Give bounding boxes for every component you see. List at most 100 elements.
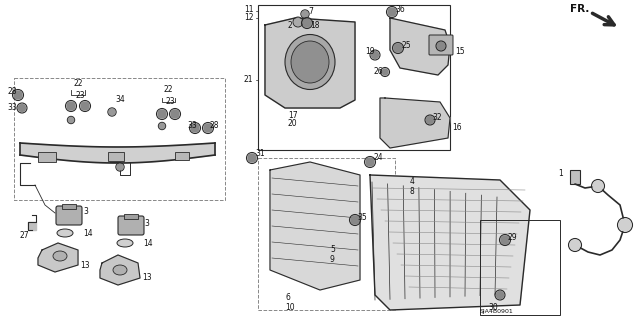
Text: 14: 14: [83, 228, 93, 238]
Bar: [62, 204, 76, 209]
Polygon shape: [38, 243, 78, 272]
Ellipse shape: [291, 41, 329, 83]
Text: 2: 2: [288, 20, 292, 29]
Text: 10: 10: [285, 302, 294, 311]
Polygon shape: [270, 162, 360, 290]
Circle shape: [366, 158, 374, 166]
Text: 33: 33: [187, 121, 196, 130]
Circle shape: [619, 219, 631, 231]
Ellipse shape: [57, 229, 73, 237]
Text: 11: 11: [244, 5, 253, 14]
Circle shape: [303, 19, 311, 27]
Circle shape: [117, 164, 123, 170]
Circle shape: [351, 216, 359, 224]
Circle shape: [438, 42, 445, 49]
Polygon shape: [20, 143, 215, 163]
Polygon shape: [380, 98, 450, 148]
Bar: [480, 220, 560, 315]
Text: 22: 22: [73, 78, 83, 87]
Text: 21: 21: [244, 76, 253, 85]
Text: 28: 28: [210, 121, 220, 130]
Circle shape: [81, 102, 89, 110]
Circle shape: [204, 124, 212, 132]
Text: 33: 33: [7, 103, 17, 113]
Text: 24: 24: [373, 152, 383, 161]
Text: 4: 4: [410, 177, 415, 187]
Circle shape: [302, 11, 308, 17]
Circle shape: [426, 116, 433, 123]
Polygon shape: [265, 18, 355, 108]
Text: 14: 14: [143, 239, 152, 248]
Polygon shape: [28, 222, 36, 230]
FancyBboxPatch shape: [118, 216, 144, 235]
Text: FR.: FR.: [570, 4, 589, 14]
Circle shape: [294, 19, 301, 26]
Bar: [570, 170, 580, 184]
Text: 16: 16: [452, 123, 461, 132]
Text: 26: 26: [374, 68, 383, 77]
Text: 18: 18: [310, 20, 319, 29]
Circle shape: [109, 109, 115, 115]
Text: 35: 35: [357, 213, 367, 222]
Text: 34: 34: [115, 95, 125, 105]
Circle shape: [191, 124, 199, 132]
Text: 3: 3: [83, 207, 88, 217]
Circle shape: [382, 69, 388, 75]
Ellipse shape: [285, 34, 335, 90]
Text: 15: 15: [455, 48, 465, 56]
Circle shape: [394, 44, 402, 52]
Bar: [38, 152, 56, 162]
Bar: [14, 78, 225, 200]
Text: SJA4B0901: SJA4B0901: [480, 309, 514, 315]
FancyBboxPatch shape: [429, 35, 453, 55]
Text: 19: 19: [365, 48, 374, 56]
Text: 3: 3: [144, 219, 149, 227]
Bar: [175, 152, 189, 160]
Circle shape: [171, 110, 179, 118]
Bar: [258, 5, 450, 150]
Polygon shape: [390, 18, 450, 75]
Text: 12: 12: [244, 13, 253, 23]
Circle shape: [158, 110, 166, 118]
Text: 36: 36: [395, 4, 404, 13]
Text: 28: 28: [7, 86, 17, 95]
Text: 1: 1: [558, 169, 563, 179]
Ellipse shape: [53, 251, 67, 261]
Polygon shape: [370, 175, 530, 310]
Bar: [258, 158, 395, 310]
Text: 20: 20: [288, 120, 298, 129]
Text: 6: 6: [285, 293, 290, 301]
Circle shape: [593, 181, 603, 191]
Text: 29: 29: [508, 233, 518, 241]
Text: 22: 22: [163, 85, 173, 94]
Ellipse shape: [113, 265, 127, 275]
Text: 17: 17: [288, 110, 298, 120]
Circle shape: [159, 123, 164, 129]
Text: 8: 8: [410, 188, 415, 197]
Text: 30: 30: [488, 303, 498, 313]
Circle shape: [67, 102, 75, 110]
Circle shape: [248, 154, 256, 162]
Circle shape: [497, 292, 504, 299]
FancyBboxPatch shape: [56, 206, 82, 225]
Text: 23: 23: [166, 98, 175, 107]
Ellipse shape: [117, 239, 133, 247]
Circle shape: [570, 240, 580, 250]
Circle shape: [19, 105, 26, 112]
Text: 27: 27: [20, 231, 29, 240]
Text: 5: 5: [330, 246, 335, 255]
Circle shape: [388, 8, 396, 16]
Text: 32: 32: [432, 114, 442, 122]
Circle shape: [371, 51, 378, 58]
Text: 31: 31: [255, 149, 264, 158]
Bar: [124, 214, 138, 219]
Text: 13: 13: [80, 261, 90, 270]
Circle shape: [501, 236, 509, 244]
Circle shape: [68, 117, 74, 122]
Text: 7: 7: [308, 6, 313, 16]
Polygon shape: [100, 255, 140, 285]
Circle shape: [14, 91, 22, 99]
Bar: [108, 152, 124, 161]
Text: 25: 25: [402, 41, 412, 50]
Text: 9: 9: [330, 256, 335, 264]
